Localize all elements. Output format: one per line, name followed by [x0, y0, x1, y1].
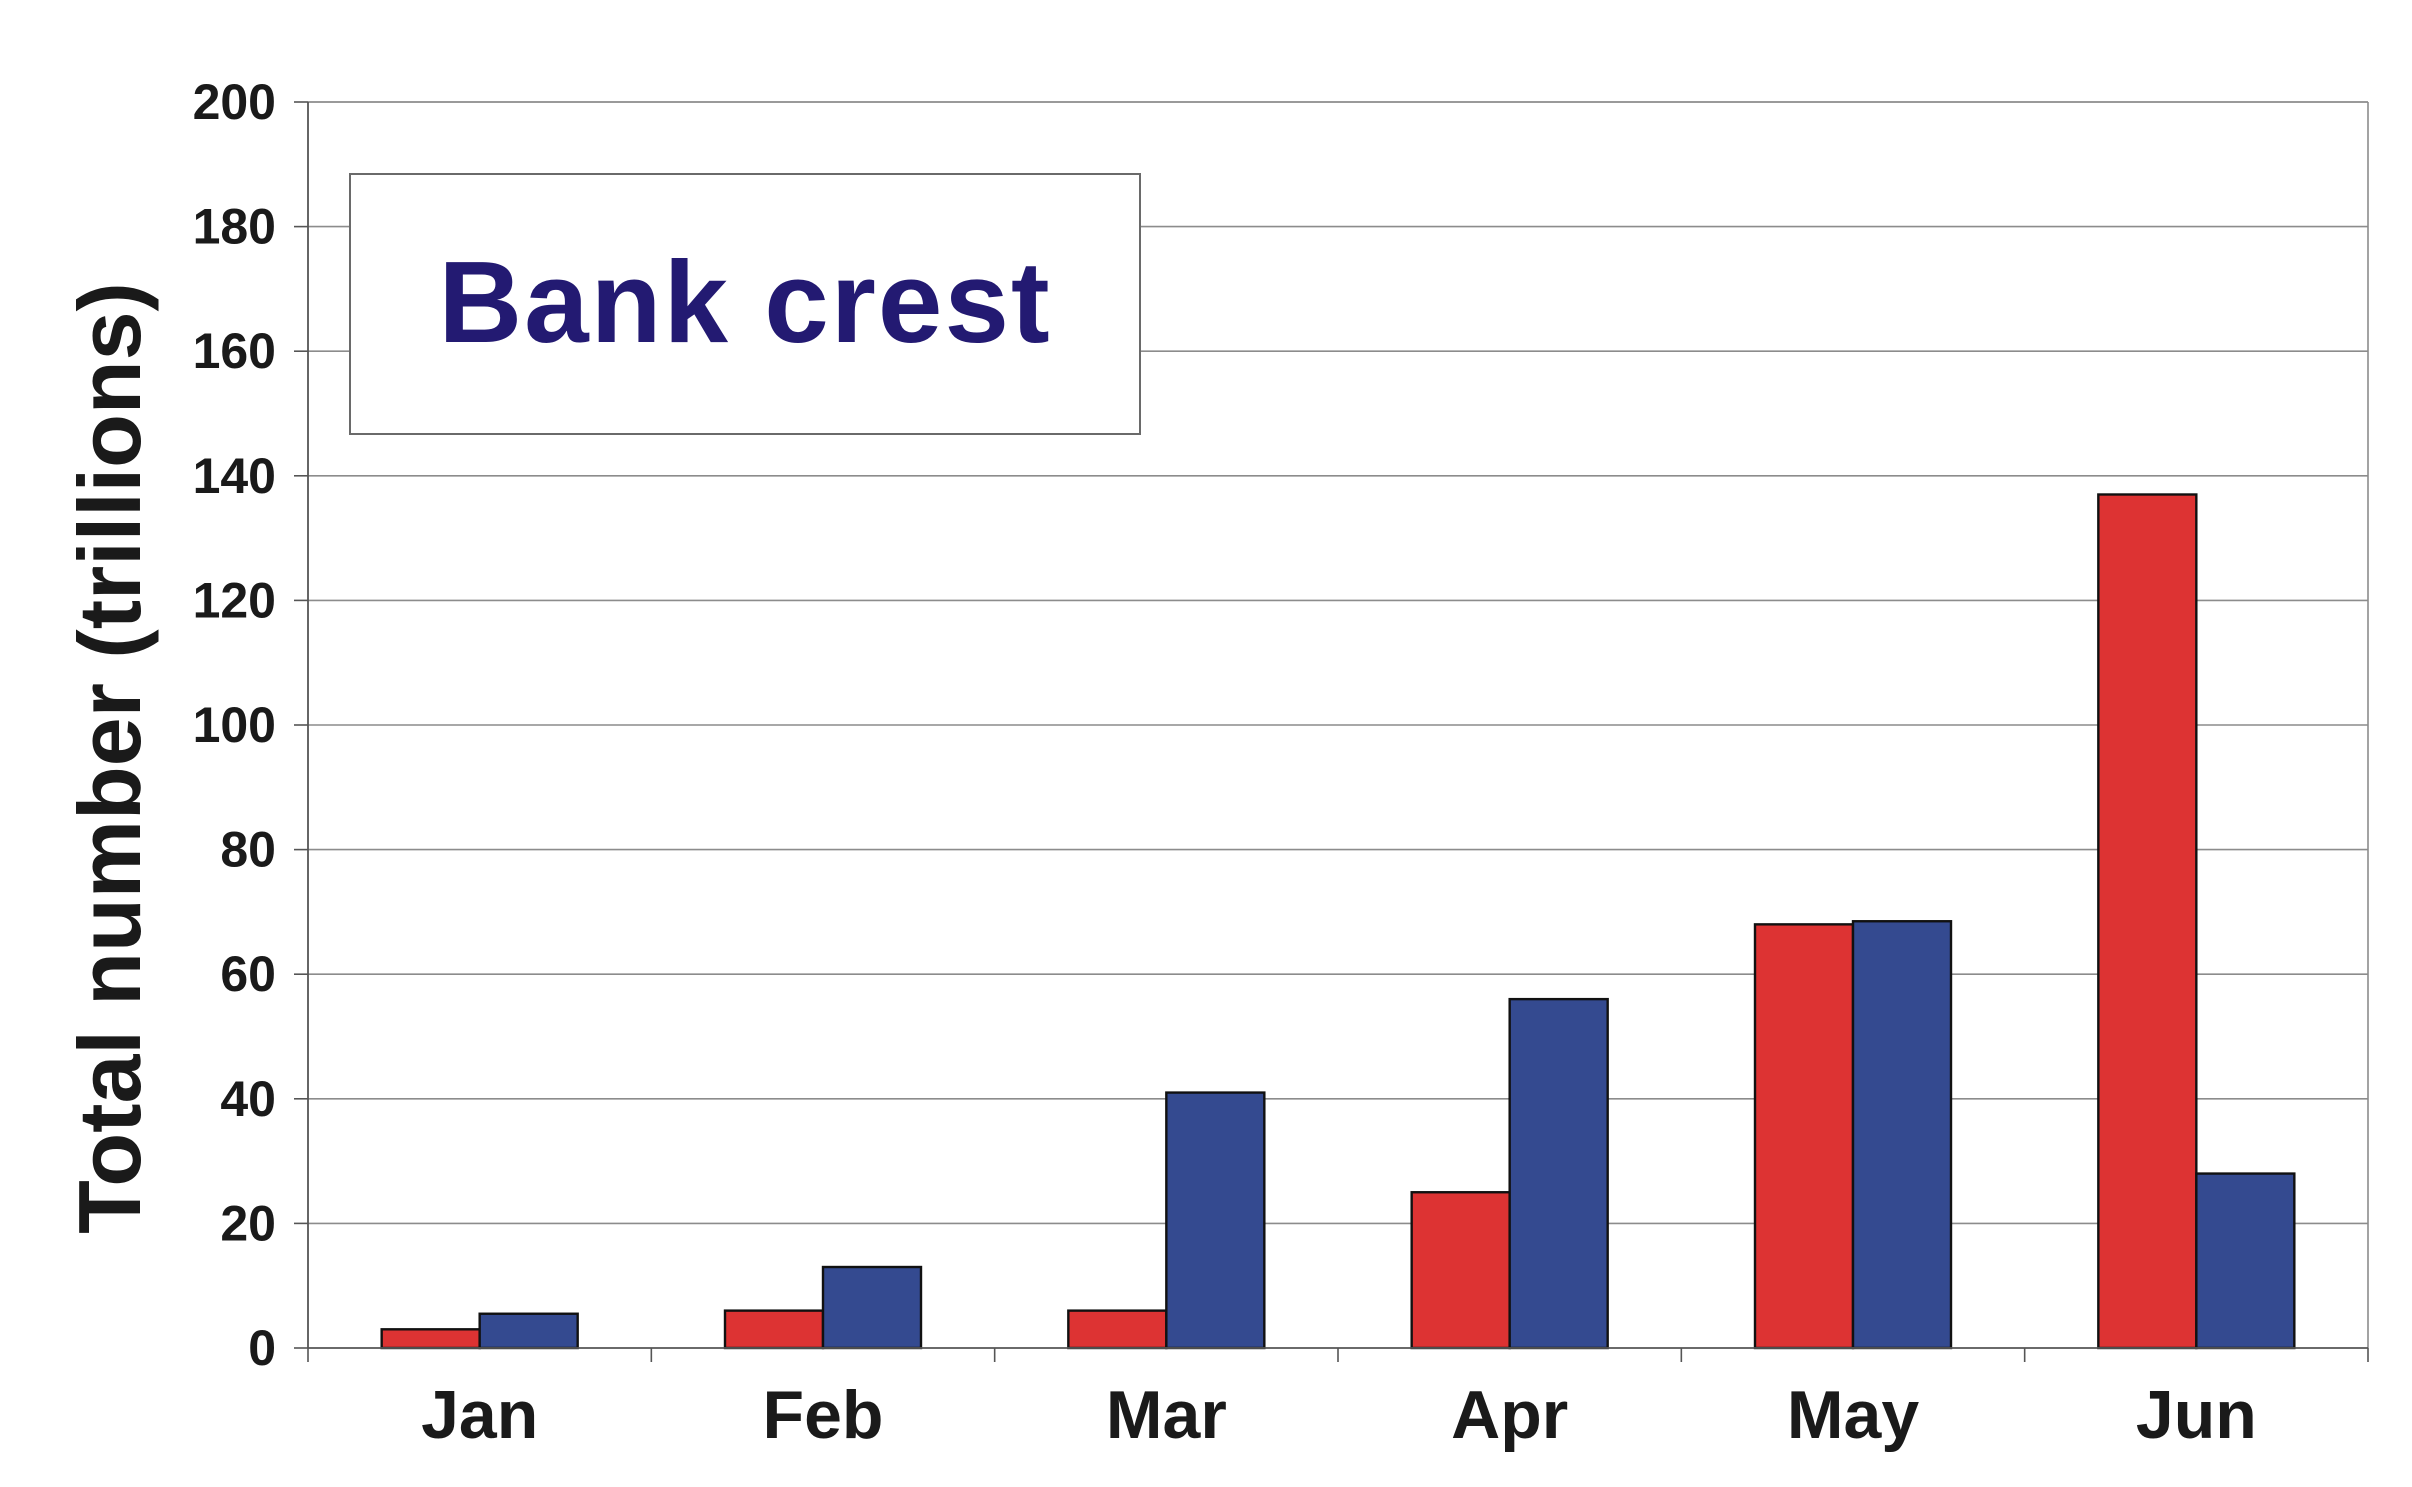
title-box-frame	[349, 173, 1141, 435]
y-tick-label: 60	[220, 946, 276, 1002]
bars	[380, 493, 2296, 1350]
bar-may-series-2	[1851, 920, 1953, 1350]
y-tick-label: 20	[220, 1195, 276, 1251]
bar-jan-series-2	[478, 1312, 579, 1350]
x-tick-label: Mar	[1106, 1377, 1227, 1453]
bar-apr-series-2	[1508, 997, 1609, 1350]
x-tick-label: Jan	[421, 1377, 538, 1453]
axes	[294, 101, 2369, 1362]
y-tick-label: 180	[193, 199, 276, 255]
bar-apr-series-1	[1410, 1191, 1511, 1350]
y-axis-title: Total number (trillions)	[60, 282, 159, 1234]
y-tick-label: 160	[193, 323, 276, 379]
bar-feb-series-2	[821, 1265, 923, 1350]
x-tick-label: Feb	[763, 1377, 884, 1453]
bar-mar-series-2	[1165, 1091, 1266, 1350]
y-tick-label: 200	[193, 74, 276, 130]
y-tick-label: 120	[193, 572, 276, 628]
y-tick-label: 40	[220, 1071, 276, 1127]
y-tick-label: 80	[220, 822, 276, 878]
bar-may-series-1	[1753, 923, 1855, 1350]
bar-jun-series-1	[2097, 493, 2198, 1350]
x-tick-label: Apr	[1451, 1377, 1568, 1453]
y-tick-label: 140	[193, 448, 276, 504]
bar-jun-series-2	[2195, 1172, 2296, 1350]
x-tick-label: May	[1787, 1377, 1919, 1453]
bar-feb-series-1	[723, 1309, 825, 1350]
y-tick-label: 0	[248, 1320, 276, 1376]
bar-jan-series-1	[380, 1328, 481, 1350]
y-tick-label: 100	[193, 697, 276, 753]
x-tick-label: Jun	[2136, 1377, 2257, 1453]
bar-mar-series-1	[1067, 1309, 1168, 1350]
title-box: Bank crest	[349, 173, 1141, 435]
tick-labels: 0 20 40 60 80 100 120 140 160 180 200 Jan Feb Mar Apr M…	[193, 74, 2257, 1453]
chart-title: Bank crest	[438, 237, 1051, 367]
